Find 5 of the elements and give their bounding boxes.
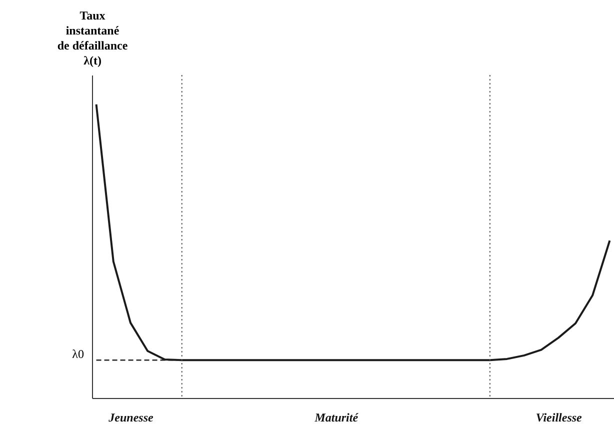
x-tick-label: Maturité <box>314 410 359 424</box>
y-axis-title: Taux instantané de défaillance λ(t) <box>57 8 128 68</box>
x-tick-label: Jeunesse <box>108 410 154 424</box>
ref-line-label: λ0 <box>72 347 84 362</box>
x-tick-label: Vieillesse <box>536 410 583 424</box>
